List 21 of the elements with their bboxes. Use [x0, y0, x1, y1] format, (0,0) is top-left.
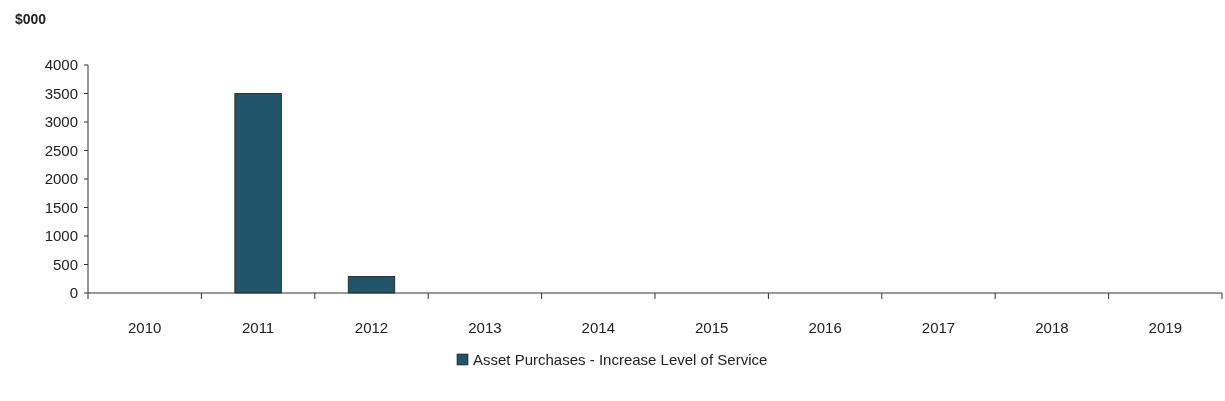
y-tick-label: 3000: [44, 113, 78, 131]
x-tick-label: 2012: [354, 319, 389, 336]
x-tick-label: 2018: [1035, 319, 1069, 336]
y-tick-label: 4000: [44, 56, 78, 74]
x-tick-label: 2017: [921, 319, 956, 336]
x-tick-label: 2015: [695, 319, 729, 336]
y-tick-label: 2500: [44, 141, 78, 159]
y-tick-label: 0: [69, 284, 78, 302]
y-axis-title: $000: [15, 11, 47, 27]
y-tick-label: 1000: [44, 227, 78, 245]
y-tick-label: 3500: [44, 84, 78, 102]
y-tick-label: 500: [52, 255, 78, 273]
x-tick-label: 2011: [241, 319, 275, 336]
y-tick-label: 1500: [44, 198, 78, 216]
x-tick-label: 2019: [1148, 319, 1182, 336]
x-tick-label: 2010: [128, 319, 162, 336]
legend-label: Asset Purchases - Increase Level of Service: [473, 350, 768, 368]
x-tick-label: 2016: [808, 319, 842, 336]
x-tick-label: 2014: [581, 319, 615, 336]
y-tick-label: 2000: [44, 170, 78, 188]
x-tick-label: 2013: [468, 319, 502, 336]
